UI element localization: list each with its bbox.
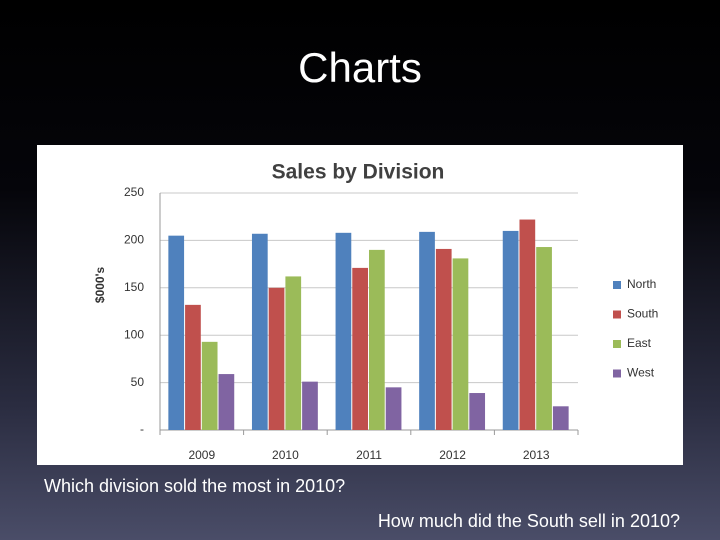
- x-tick-label: 2012: [439, 448, 466, 462]
- bar: [185, 304, 201, 430]
- x-tick-label: 2011: [356, 448, 382, 462]
- legend-swatch: [613, 369, 621, 378]
- y-tick-label: 200: [124, 233, 144, 247]
- bar: [419, 231, 435, 430]
- chart: Sales by Division $000's - 50 100 150 200 250…: [37, 145, 683, 465]
- x-tick-label: 2009: [188, 448, 215, 462]
- slide-title: Charts: [298, 44, 422, 91]
- y-tick-label: 50: [131, 375, 145, 389]
- bar: [385, 387, 402, 430]
- bar: [435, 248, 452, 430]
- legend-label: North: [627, 277, 656, 291]
- bar: [502, 230, 519, 430]
- bar: [285, 276, 302, 430]
- bar: [352, 267, 368, 430]
- bar: [452, 258, 469, 430]
- legend-swatch: [613, 310, 621, 319]
- question: How much did the South sell in 2010?: [377, 511, 680, 531]
- question: Which division sold the most in 2010?: [44, 476, 346, 496]
- bar: [302, 381, 318, 430]
- bar: [369, 249, 385, 430]
- legend-swatch: [613, 340, 621, 348]
- bar: [335, 232, 352, 430]
- bar: [519, 219, 536, 430]
- bar: [168, 235, 185, 430]
- bar: [201, 341, 218, 430]
- bar: [268, 287, 285, 430]
- chart-title: Sales by Division: [272, 161, 445, 184]
- bar: [469, 393, 486, 430]
- y-tick-label: 250: [124, 185, 144, 199]
- y-tick-label: 100: [124, 327, 144, 341]
- legend-label: East: [627, 336, 652, 350]
- y-axis-label: $000's: [93, 267, 107, 304]
- bar: [552, 406, 569, 430]
- legend-label: West: [627, 366, 655, 380]
- x-tick-label: 2013: [523, 448, 550, 462]
- bar: [251, 233, 268, 430]
- bar: [536, 247, 552, 430]
- legend-label: South: [627, 307, 658, 321]
- y-tick-label: -: [140, 422, 144, 436]
- x-tick-label: 2010: [272, 448, 299, 462]
- legend-swatch: [613, 281, 621, 289]
- y-tick-label: 150: [124, 280, 144, 294]
- bar: [218, 374, 235, 430]
